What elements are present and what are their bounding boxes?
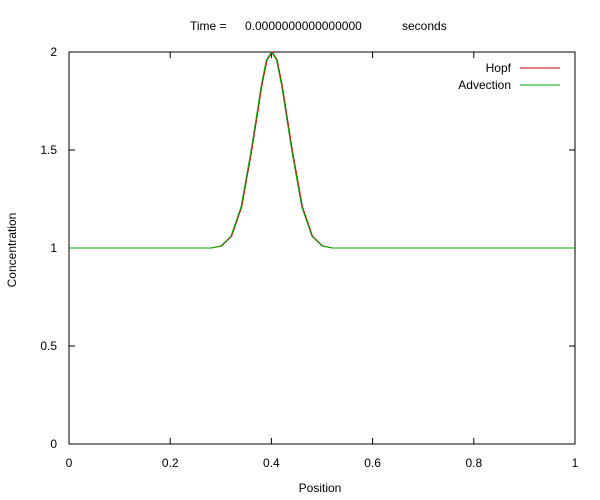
y-tick-label: 2 bbox=[50, 45, 57, 59]
x-tick-label: 0.6 bbox=[364, 456, 381, 470]
y-axis: 0 0.5 1 1.5 2 bbox=[40, 45, 575, 451]
legend-label: Hopf bbox=[486, 61, 512, 75]
x-tick-label: 0.8 bbox=[465, 456, 482, 470]
legend-label: Advection bbox=[458, 78, 511, 92]
x-axis-label: Position bbox=[299, 481, 342, 495]
y-axis-label: Concentration bbox=[5, 213, 19, 288]
chart-title: Time = 0.0000000000000000 seconds bbox=[190, 19, 447, 33]
y-tick-label: 0.5 bbox=[40, 339, 57, 353]
x-tick-label: 0.4 bbox=[263, 456, 280, 470]
y-tick-label: 1.5 bbox=[40, 143, 57, 157]
series-layer bbox=[69, 51, 576, 249]
x-tick-label: 0 bbox=[66, 456, 73, 470]
title-time-value: 0.0000000000000000 bbox=[245, 19, 362, 33]
x-tick-label: 1 bbox=[572, 456, 579, 470]
title-unit: seconds bbox=[402, 19, 447, 33]
legend: Hopf Advection bbox=[458, 61, 560, 92]
x-tick-label: 0.2 bbox=[162, 456, 179, 470]
title-prefix: Time = bbox=[190, 19, 227, 33]
x-axis: 0 0.2 0.4 0.6 0.8 1 bbox=[66, 52, 579, 470]
y-tick-label: 0 bbox=[50, 437, 57, 451]
y-tick-label: 1 bbox=[50, 241, 57, 255]
series-line-advection bbox=[69, 51, 575, 249]
